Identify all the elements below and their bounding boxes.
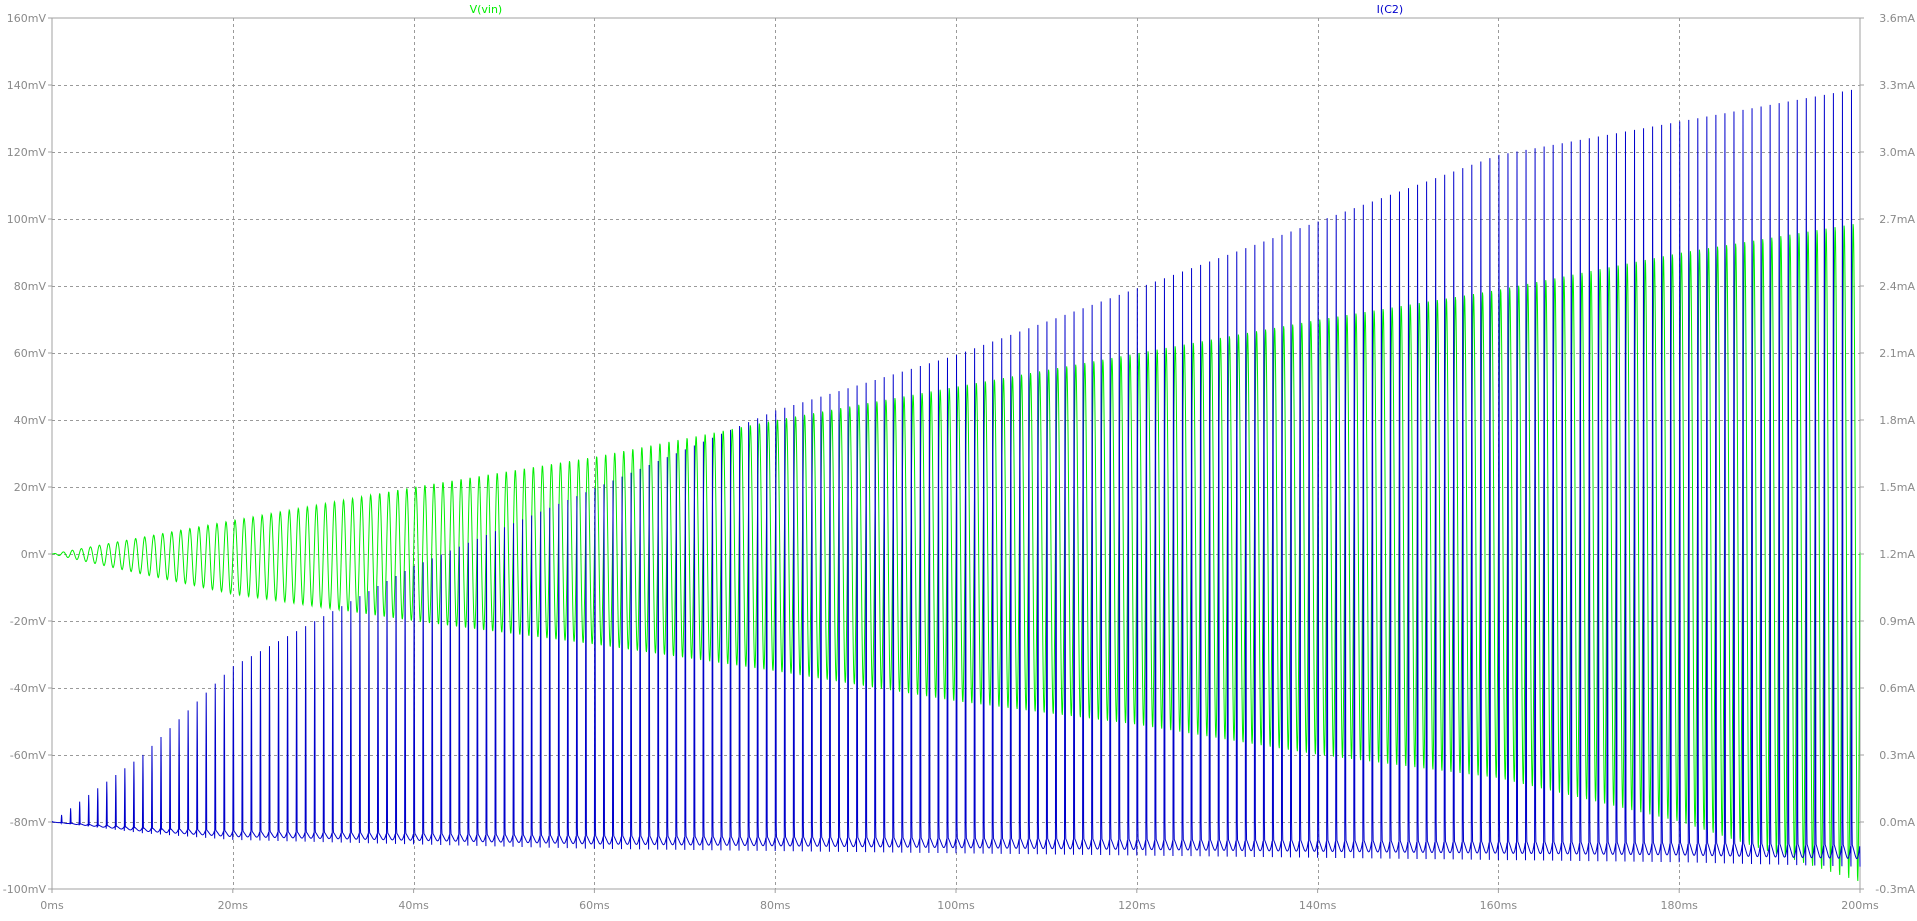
left-tick-label: 20mV bbox=[14, 481, 47, 494]
right-tick-label: 2.4mA bbox=[1879, 280, 1915, 293]
x-tick-label: 160ms bbox=[1480, 899, 1518, 912]
x-tick-label: 80ms bbox=[760, 899, 791, 912]
left-axis-ticks: -100mV -80mV -60mV -40mV -20mV 0mV 20mV 40mV 60m… bbox=[3, 12, 52, 896]
x-tick-label: 60ms bbox=[579, 899, 610, 912]
right-tick-label: 3.6mA bbox=[1879, 12, 1915, 25]
left-tick-label: 160mV bbox=[7, 12, 47, 25]
left-tick-label: 140mV bbox=[7, 79, 47, 92]
right-tick-label: 0.3mA bbox=[1879, 749, 1915, 762]
x-tick-label: 200ms bbox=[1841, 899, 1879, 912]
x-axis-ticks: 0ms 20ms 40ms 60ms 80ms 100ms 120ms 140ms 160ms 1… bbox=[40, 889, 1879, 912]
x-tick-label: 180ms bbox=[1660, 899, 1698, 912]
left-tick-label: 120mV bbox=[7, 146, 47, 159]
left-tick-label: -60mV bbox=[10, 749, 47, 762]
grid-lines bbox=[52, 18, 1860, 889]
left-tick-label: 40mV bbox=[14, 414, 47, 427]
x-tick-label: 120ms bbox=[1118, 899, 1156, 912]
x-tick-label: 40ms bbox=[398, 899, 429, 912]
legend-vvin[interactable]: V(vin) bbox=[470, 3, 503, 16]
right-tick-label: 0.0mA bbox=[1879, 816, 1915, 829]
legend: V(vin) I(C2) bbox=[470, 3, 1404, 16]
x-tick-label: 20ms bbox=[218, 899, 249, 912]
right-tick-label: 2.7mA bbox=[1879, 213, 1915, 226]
legend-ic2[interactable]: I(C2) bbox=[1377, 3, 1404, 16]
left-tick-label: -100mV bbox=[3, 883, 47, 896]
left-tick-label: 80mV bbox=[14, 280, 47, 293]
right-tick-label: 0.6mA bbox=[1879, 682, 1915, 695]
left-tick-label: 100mV bbox=[7, 213, 47, 226]
x-tick-label: 140ms bbox=[1299, 899, 1337, 912]
left-tick-label: 0mV bbox=[21, 548, 47, 561]
right-axis-ticks: -0.3mA 0.0mA 0.3mA 0.6mA 0.9mA 1.2mA 1.5mA 1.8m… bbox=[1860, 12, 1915, 896]
left-tick-label: -80mV bbox=[10, 816, 47, 829]
series-ic2-line bbox=[51, 89, 1861, 867]
right-tick-label: 3.0mA bbox=[1879, 146, 1915, 159]
left-tick-label: -20mV bbox=[10, 615, 47, 628]
right-tick-label: 2.1mA bbox=[1879, 347, 1915, 360]
right-tick-label: 1.5mA bbox=[1879, 481, 1915, 494]
left-tick-label: 60mV bbox=[14, 347, 47, 360]
x-tick-label: 0ms bbox=[40, 899, 64, 912]
right-tick-label: 0.9mA bbox=[1879, 615, 1915, 628]
left-tick-label: -40mV bbox=[10, 682, 47, 695]
right-tick-label: 1.8mA bbox=[1879, 414, 1915, 427]
right-tick-label: 3.3mA bbox=[1879, 79, 1915, 92]
waveform-traces bbox=[51, 89, 1861, 881]
x-tick-label: 100ms bbox=[937, 899, 975, 912]
right-tick-label: 1.2mA bbox=[1879, 548, 1915, 561]
right-tick-label: -0.3mA bbox=[1875, 883, 1915, 896]
